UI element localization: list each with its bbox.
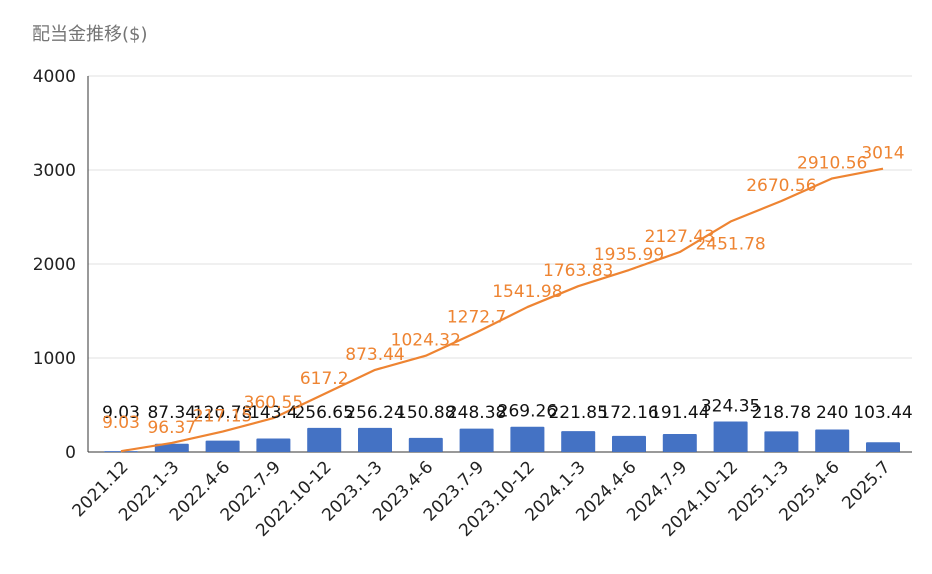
bar — [713, 421, 748, 452]
line-value-label: 1024.32 — [391, 331, 461, 351]
bar — [104, 451, 138, 452]
line-value-label: 2451.78 — [695, 235, 765, 255]
cumulative-line — [120, 167, 884, 453]
bar-value-label: 120.78 — [193, 403, 252, 423]
line-value-label: 360.55 — [244, 393, 303, 413]
bar-value-label: 248.38 — [447, 403, 506, 423]
bar — [205, 440, 240, 452]
x-tick-label: 2025.7 — [838, 457, 894, 513]
bar — [256, 438, 291, 452]
bar-value-label: 9.03 — [102, 403, 140, 423]
bar — [358, 427, 392, 452]
bar — [510, 426, 545, 452]
line-value-label: 2127.43 — [645, 227, 715, 247]
bar-value-label: 143.4 — [249, 403, 298, 423]
bar-value-label: 240 — [816, 403, 848, 423]
line-value-label: 2910.56 — [797, 153, 867, 173]
bar — [154, 443, 189, 452]
bar-value-label: 269.26 — [498, 402, 557, 422]
x-axis-ticks: 2021.122022.1-32022.4-62022.7-92022.10-1… — [69, 457, 895, 540]
bar — [815, 429, 850, 452]
line-value-label: 96.37 — [147, 418, 196, 438]
bar-value-label: 218.78 — [752, 403, 811, 423]
line-value-label: 1763.83 — [543, 261, 613, 281]
bar-value-label: 103.44 — [853, 403, 912, 423]
y-tick-label: 1000 — [33, 349, 76, 369]
line-series — [120, 167, 884, 453]
bar — [459, 428, 494, 452]
bar-value-label: 172.16 — [599, 403, 658, 423]
bar-series — [104, 421, 900, 452]
y-tick-label: 4000 — [33, 67, 76, 87]
y-tick-label: 2000 — [33, 255, 76, 275]
line-value-label: 217.15 — [193, 407, 252, 427]
line-value-label: 1541.98 — [492, 282, 562, 302]
bar-value-label: 87.34 — [147, 403, 196, 423]
bar — [764, 431, 799, 452]
bar — [408, 437, 443, 452]
line-value-label: 873.44 — [345, 345, 404, 365]
chart-title: 配当金推移($) — [32, 24, 148, 45]
bar-data-labels: 9.03 87.34120.78143.4256.65256.24150.8824… — [102, 397, 913, 423]
y-axis-ticks: 0 1000 2000 3000 4000 — [33, 67, 76, 463]
line-value-label: 3014 — [861, 144, 904, 164]
line-value-label: 617.2 — [300, 369, 349, 389]
bar-value-label: 150.88 — [396, 403, 455, 423]
y-tick-label: 3000 — [33, 161, 76, 181]
bar — [561, 431, 596, 452]
gridlines — [87, 75, 912, 453]
bar — [612, 435, 646, 452]
line-value-label: 1272.7 — [447, 307, 506, 327]
bar — [866, 442, 900, 452]
bar — [307, 427, 342, 452]
bar-value-label: 256.24 — [345, 403, 404, 423]
bar-value-label: 221.85 — [548, 403, 607, 423]
line-value-label: 2670.56 — [746, 176, 816, 196]
y-tick-label: 0 — [65, 443, 76, 463]
bar-value-label: 191.44 — [650, 403, 709, 423]
line-value-label: 9.03 — [102, 413, 140, 433]
bar-value-label: 256.65 — [294, 403, 353, 423]
bar-value-label: 324.35 — [701, 397, 760, 417]
bar — [662, 434, 697, 452]
line-value-label: 1935.99 — [594, 245, 664, 265]
